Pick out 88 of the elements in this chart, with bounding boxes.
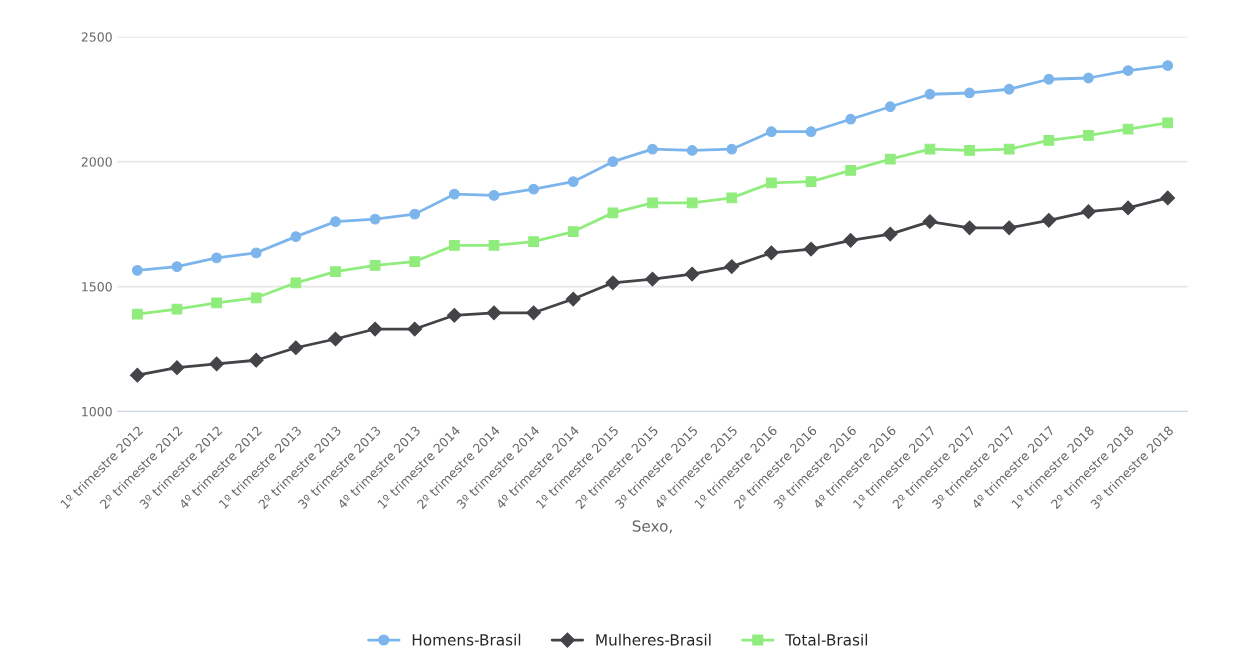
- point: [1041, 212, 1057, 228]
- point: [131, 308, 143, 320]
- point: [1081, 204, 1096, 220]
- point: [369, 259, 381, 271]
- point: [882, 226, 898, 242]
- point: [924, 88, 936, 100]
- point: [1122, 65, 1134, 76]
- legend-label: Homens-Brasil: [412, 633, 521, 646]
- point: [607, 207, 619, 219]
- point: [766, 126, 777, 138]
- point: [409, 256, 421, 267]
- y-tick-label: 2500: [81, 32, 112, 42]
- point: [647, 197, 658, 209]
- point: [1083, 130, 1094, 141]
- point: [565, 291, 581, 307]
- point: [288, 340, 304, 356]
- point: [211, 252, 222, 264]
- point: [169, 360, 185, 376]
- point: [1003, 83, 1015, 95]
- point: [647, 143, 658, 155]
- point: [1162, 117, 1174, 129]
- point: [803, 241, 819, 257]
- point: [567, 226, 579, 237]
- point: [684, 266, 700, 282]
- point: [448, 239, 460, 251]
- y-tick-label: 2000: [81, 157, 112, 167]
- point: [446, 307, 462, 323]
- point: [486, 305, 502, 321]
- point: [129, 367, 145, 383]
- point: [1003, 143, 1015, 155]
- point: [1083, 72, 1094, 84]
- point: [330, 266, 341, 277]
- point: [250, 292, 262, 304]
- x-axis-title: Sexo,: [632, 520, 672, 534]
- point: [645, 271, 660, 287]
- point: [805, 126, 817, 138]
- point: [607, 156, 619, 168]
- point: [290, 231, 302, 242]
- point: [922, 214, 938, 230]
- y-tick-label: 1000: [82, 406, 112, 417]
- point: [171, 261, 183, 272]
- point: [409, 208, 421, 220]
- point: [526, 305, 542, 321]
- point: [964, 145, 975, 156]
- point: [964, 87, 975, 99]
- point: [1043, 135, 1055, 146]
- point: [1122, 123, 1134, 135]
- y-tick-label: 1500: [82, 282, 112, 292]
- point: [567, 176, 579, 188]
- point: [884, 101, 896, 113]
- point: [924, 143, 936, 155]
- point: [528, 236, 540, 247]
- point: [1160, 190, 1176, 206]
- point: [131, 264, 143, 276]
- point: [1162, 60, 1174, 71]
- point: [605, 275, 621, 291]
- point: [1043, 73, 1055, 85]
- point: [1120, 200, 1136, 216]
- point: [407, 321, 423, 337]
- point: [330, 216, 341, 227]
- point: [686, 197, 698, 209]
- point: [845, 113, 857, 125]
- point: [248, 352, 264, 368]
- point: [805, 176, 817, 188]
- point: [726, 143, 738, 155]
- point: [528, 183, 540, 195]
- point: [686, 145, 698, 156]
- point: [488, 239, 500, 251]
- point: [367, 321, 383, 337]
- point: [211, 297, 222, 309]
- point: [766, 177, 777, 189]
- point: [843, 232, 859, 248]
- point: [1001, 220, 1017, 236]
- point: [250, 247, 262, 259]
- point: [209, 356, 224, 372]
- point: [448, 188, 460, 200]
- point: [845, 165, 857, 176]
- point: [328, 331, 343, 347]
- point: [884, 153, 896, 165]
- point: [488, 190, 500, 201]
- point: [724, 259, 740, 274]
- legend-label: Mulheres-Brasil: [596, 633, 711, 646]
- point: [764, 245, 779, 261]
- point: [726, 192, 738, 204]
- point: [962, 220, 977, 236]
- legend-label: Total-Brasil: [785, 633, 868, 646]
- point: [369, 213, 381, 225]
- point: [290, 277, 302, 289]
